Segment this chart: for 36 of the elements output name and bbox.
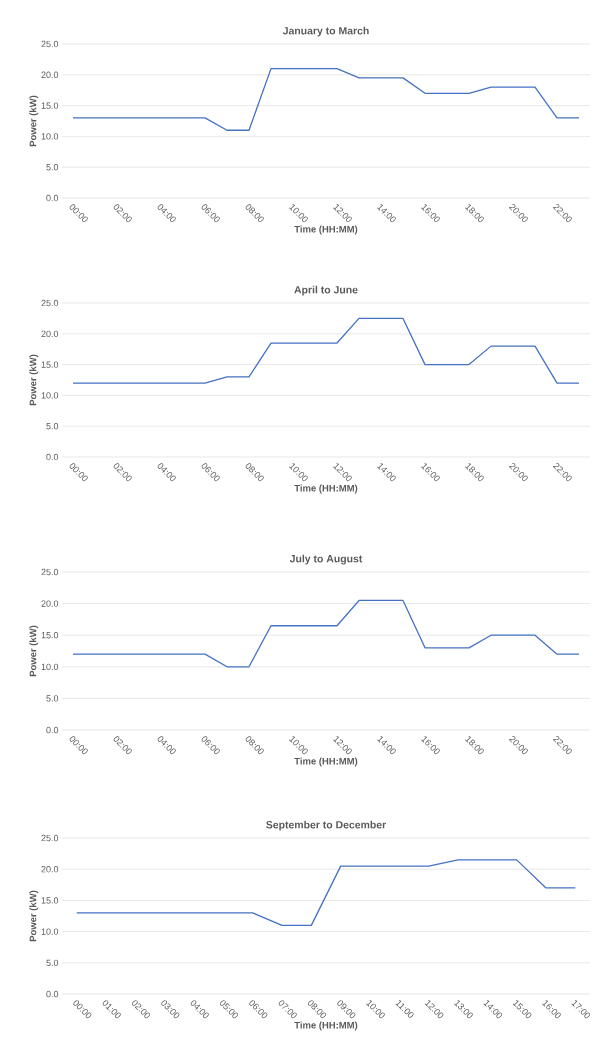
y-tick-label: 25.0 [41,834,59,842]
y-tick-label: 5.0 [46,164,59,171]
y-tick-label: 5.0 [46,695,59,702]
y-tick-label: 20.0 [41,600,59,607]
x-axis-title: Time (HH:MM) [294,1021,358,1031]
y-tick-label: 25.0 [41,568,59,576]
y-tick-label: 5.0 [46,423,59,430]
y-tick-label: 25.0 [41,40,59,48]
chart-title: July to August [289,554,363,565]
y-tick-label: 0.0 [46,990,59,998]
chart-title: April to June [294,285,358,296]
y-tick-label: 15.0 [41,102,59,109]
x-axis-title: Time (HH:MM) [294,757,358,767]
y-tick-label: 10.0 [41,928,59,935]
y-tick-label: 0.0 [46,453,59,461]
y-tick-label: 10.0 [41,133,59,140]
y-tick-label: 20.0 [41,330,59,337]
chart-title: January to March [282,26,369,37]
y-axis-title: Power (kW) [29,625,39,677]
y-tick-label: 20.0 [41,71,59,78]
y-tick-label: 10.0 [41,663,59,670]
y-tick-label: 5.0 [46,959,59,966]
y-tick-label: 15.0 [41,897,59,904]
x-axis-title: Time (HH:MM) [294,225,358,235]
y-tick-label: 10.0 [41,392,59,399]
y-tick-label: 0.0 [46,194,59,202]
y-tick-label: 25.0 [41,299,59,307]
y-axis-title: Power (kW) [29,95,39,147]
chart-title: September to December [266,820,386,831]
y-tick-label: 15.0 [41,632,59,639]
y-tick-label: 20.0 [41,866,59,873]
x-axis-title: Time (HH:MM) [294,484,358,494]
y-axis-title: Power (kW) [29,354,39,406]
y-axis-title: Power (kW) [29,890,39,942]
y-tick-label: 15.0 [41,361,59,368]
y-tick-label: 0.0 [46,726,59,734]
